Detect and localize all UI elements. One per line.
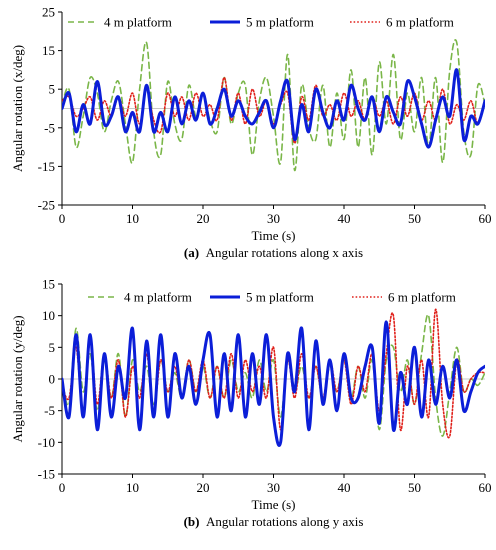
panel-a-y-tick-label: -15 — [38, 159, 55, 174]
panel-b-y-ticks: -15 -10 -5 0 5 10 15 — [38, 277, 62, 482]
panel-b-caption-prefix: (b) — [184, 514, 200, 529]
panel-a-y-ticks: -25 -15 -5 5 15 25 — [38, 5, 62, 213]
panel-b-legend-label-6m: 6 m platform — [388, 290, 456, 305]
panel-b-y-tick-label: -15 — [38, 467, 55, 482]
panel-b-caption: (b) Angular rotations along y axis — [184, 514, 364, 529]
panel-b-y-tick-label: -10 — [38, 435, 55, 450]
panel-a-y-tick-label: 5 — [49, 82, 56, 97]
panel-b-y-tick-label: 10 — [42, 308, 55, 323]
panel-b-caption-text: Angular rotations along y axis — [206, 514, 363, 529]
panel-a-x-tick-label: 10 — [126, 211, 139, 226]
panel-a-legend: 4 m platform 5 m platform 6 m platform — [68, 15, 454, 30]
panel-a-x-tick-label: 40 — [338, 211, 351, 226]
panel-b-y-tick-label: 5 — [49, 340, 56, 355]
panel-b-y-tick-label: -5 — [44, 403, 55, 418]
panel-b-series — [62, 308, 485, 447]
panel-b-y-axis-label: Angular rotation (y/deg) — [10, 315, 25, 442]
panel-a-caption-text: Angular rotations along x axis — [206, 245, 363, 260]
panel-a-y-tick-label: 15 — [42, 43, 55, 58]
panel-a-y-tick-label: -25 — [38, 198, 55, 213]
panel-b-x-tick-label: 50 — [408, 480, 421, 495]
panel-b-x-tick-label: 10 — [126, 480, 139, 495]
panel-b-legend: 4 m platform 5 m platform 6 m platform — [88, 290, 456, 305]
panel-b-chart: -15 -10 -5 0 5 10 15 0 10 20 30 40 50 60 4 m platfor… — [10, 277, 492, 530]
panel-a-series-line-5m — [62, 68, 485, 149]
panel-a-x-tick-label: 30 — [267, 211, 280, 226]
panel-a-y-tick-label: -5 — [44, 120, 55, 135]
panel-b-x-tick-label: 60 — [479, 480, 492, 495]
panel-a-legend-label-4m: 4 m platform — [104, 15, 172, 30]
panel-a-plot-area — [61, 12, 485, 206]
panel-a-chart: -25 -15 -5 5 15 25 0 10 20 30 40 50 60 4 m platform… — [10, 5, 492, 261]
panel-b-series-line-5m — [62, 320, 485, 447]
panel-a-x-tick-label: 60 — [479, 211, 492, 226]
panel-b-x-tick-label: 30 — [267, 480, 280, 495]
panel-a-x-tick-label: 0 — [59, 211, 66, 226]
panel-a-legend-label-5m: 5 m platform — [246, 15, 314, 30]
panel-a-caption: (a) Angular rotations along x axis — [184, 245, 363, 260]
panel-a-x-ticks: 0 10 20 30 40 50 60 — [59, 205, 492, 226]
panel-a-x-tick-label: 20 — [197, 211, 210, 226]
panel-b-x-tick-label: 20 — [197, 480, 210, 495]
panel-b-x-tick-label: 0 — [59, 480, 66, 495]
panel-b-y-tick-label: 0 — [49, 372, 56, 387]
panel-b-y-tick-label: 15 — [42, 277, 55, 292]
panel-b-legend-label-5m: 5 m platform — [246, 290, 314, 305]
panel-a-legend-label-6m: 6 m platform — [386, 15, 454, 30]
panel-a-series — [62, 39, 485, 172]
panel-a-caption-prefix: (a) — [184, 245, 199, 260]
panel-b-x-ticks: 0 10 20 30 40 50 60 — [59, 474, 492, 495]
panel-b-x-axis-label: Time (s) — [252, 497, 296, 512]
panel-a-series-line-4m — [62, 39, 485, 172]
panel-a-y-axis-label: Angular rotation (x/deg) — [10, 45, 25, 172]
panel-b-plot-area — [61, 284, 485, 475]
panel-a-x-axis-label: Time (s) — [252, 228, 296, 243]
panel-b-x-tick-label: 40 — [338, 480, 351, 495]
panel-a-y-tick-label: 25 — [42, 5, 55, 20]
panel-b-legend-label-4m: 4 m platform — [124, 290, 192, 305]
panel-a-x-tick-label: 50 — [408, 211, 421, 226]
